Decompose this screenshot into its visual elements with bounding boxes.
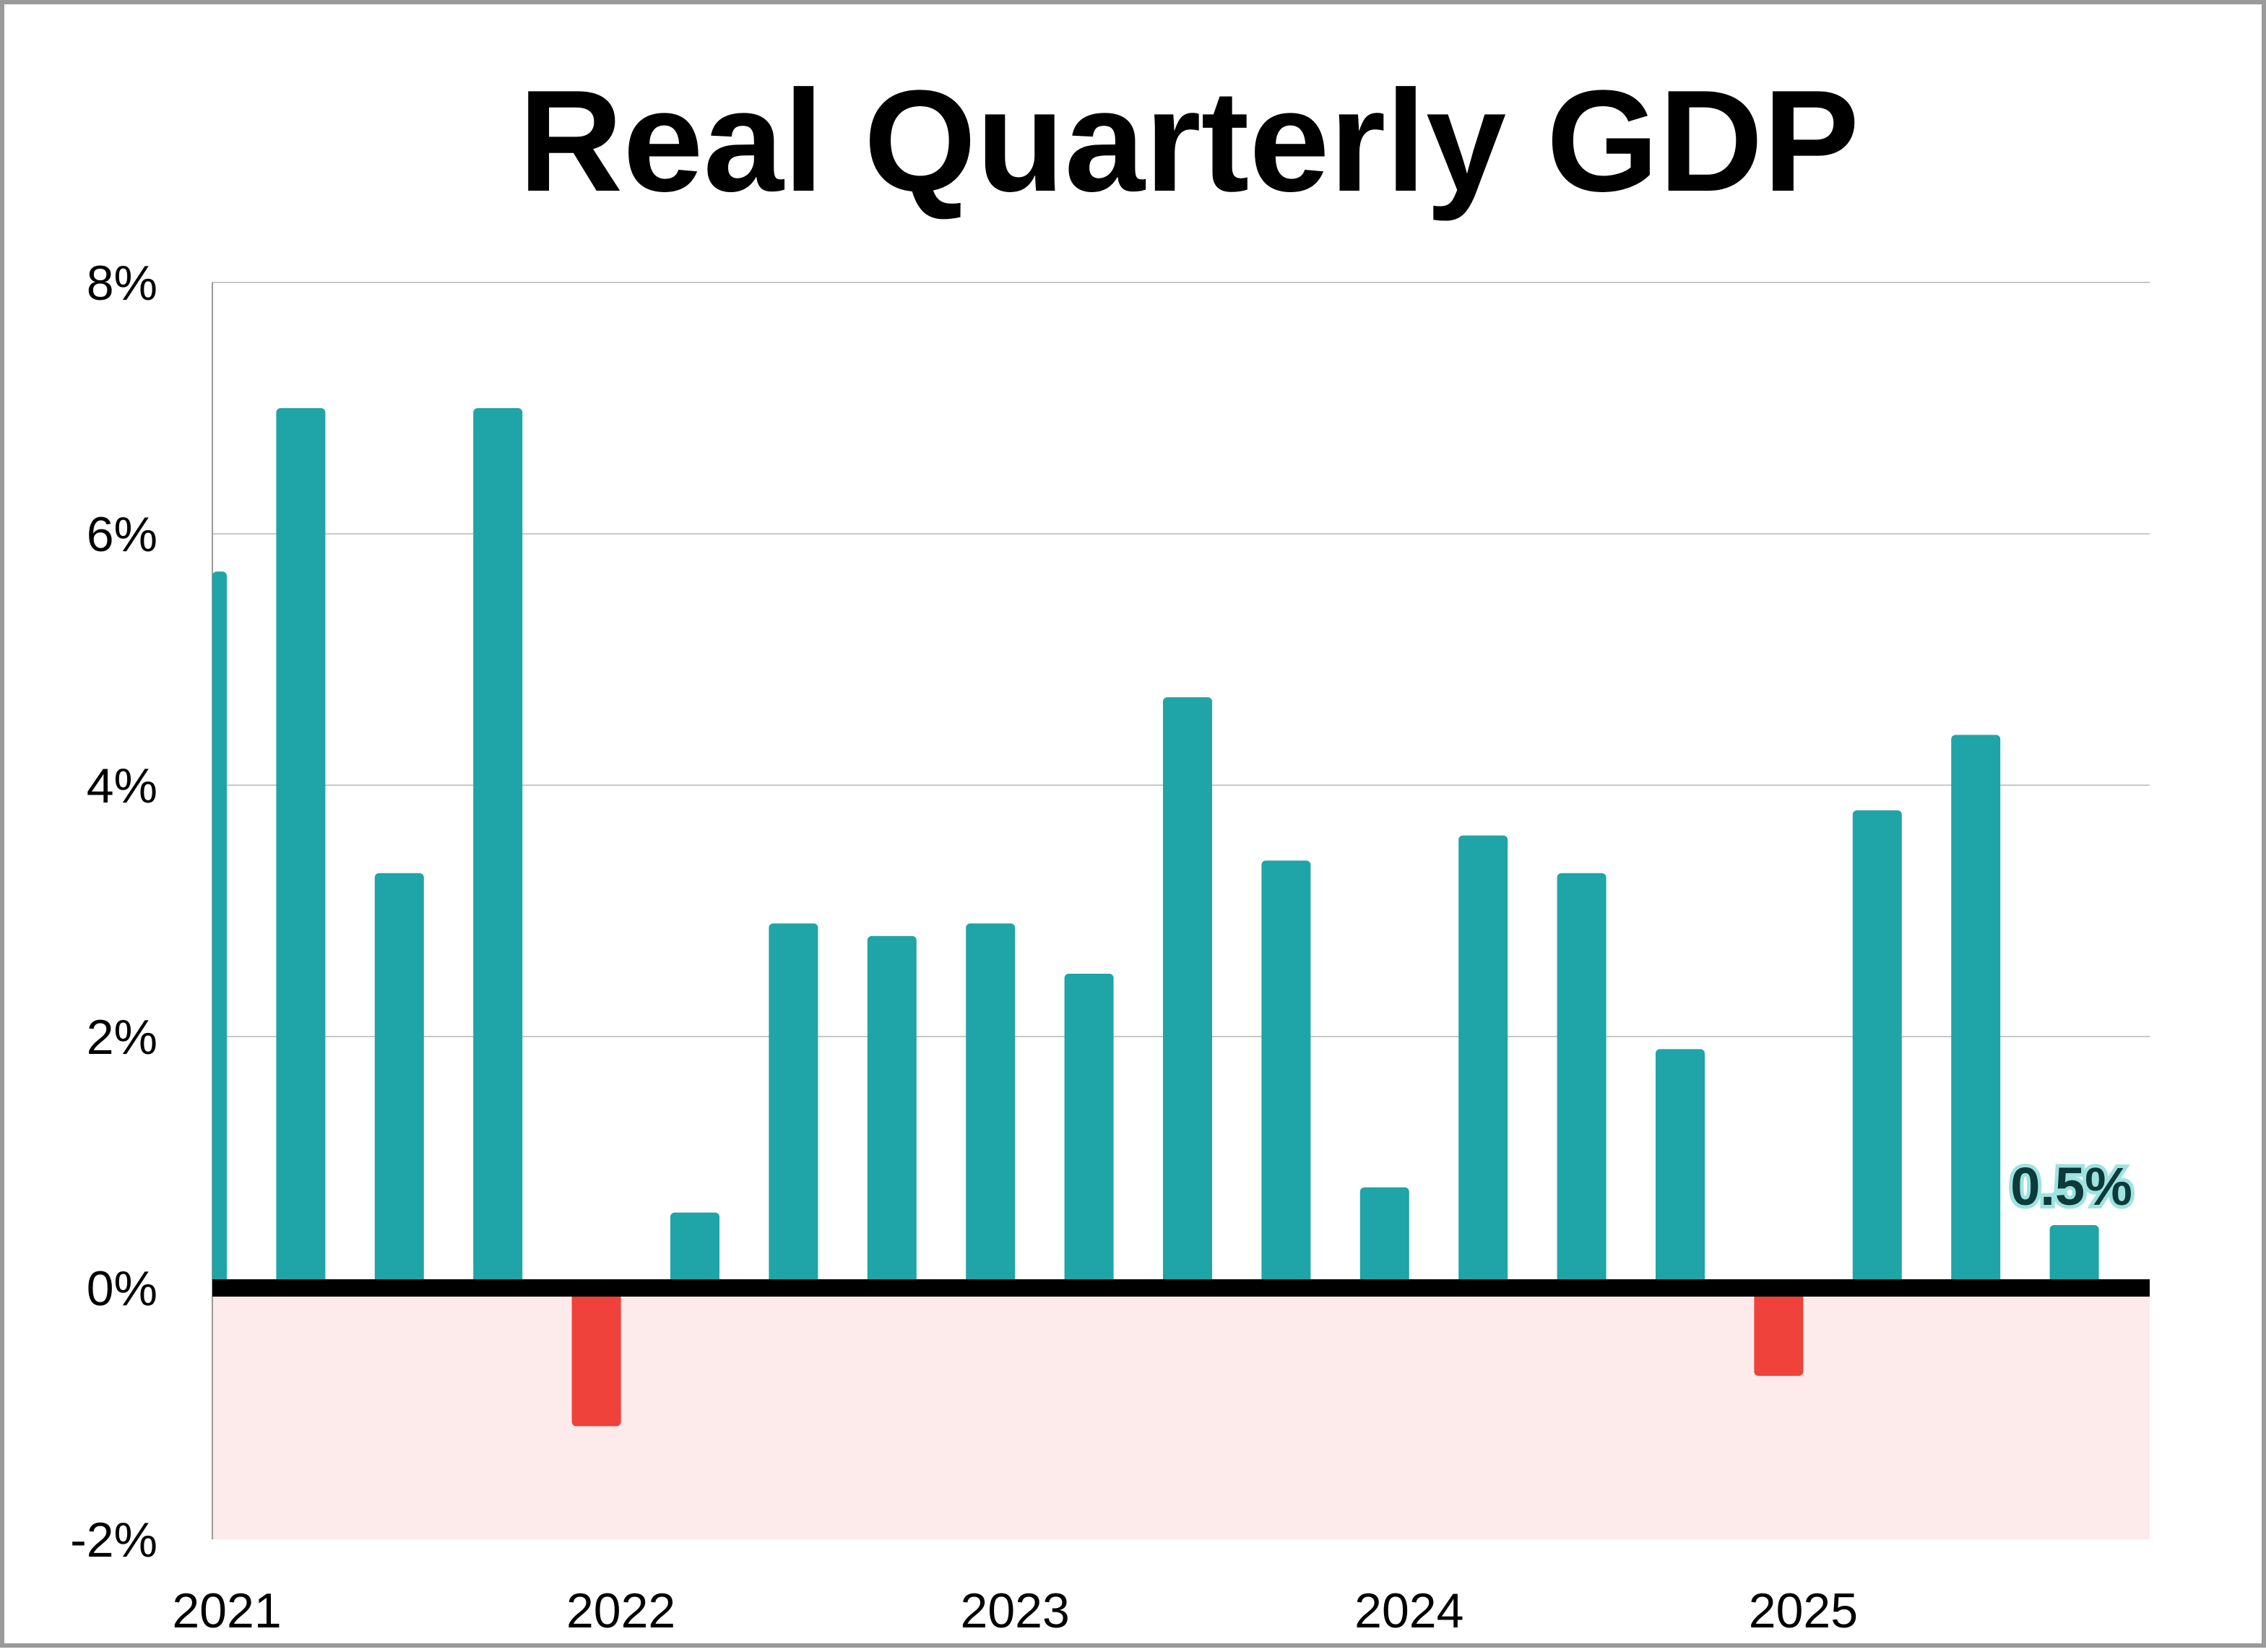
bar-2024-q3 — [1557, 873, 1606, 1288]
x-tick-label: 2024 — [1354, 1583, 1463, 1638]
bar-2022-q2 — [670, 1212, 719, 1288]
negative-region — [212, 1288, 2150, 1539]
bar-2023-q2 — [1064, 974, 1114, 1288]
chart-canvas: Real Quarterly GDP 8% 6% 4% 2% 0% -2% 2021 2022… — [70, 61, 2150, 1638]
bar-2023-q1 — [966, 923, 1016, 1288]
x-tick-label: 2025 — [1749, 1583, 1858, 1638]
x-tick-label: 2022 — [566, 1583, 675, 1638]
bar-2023-q3 — [1163, 697, 1212, 1288]
bar-2025-q3 — [1951, 735, 2001, 1288]
y-tick-label: 2% — [87, 1010, 157, 1065]
bar-2023-q4 — [1261, 860, 1311, 1288]
bar-2022-q4 — [867, 935, 917, 1288]
plot-area: 8% 6% 4% 2% 0% -2% 2021 2022 2023 2024 2025 0.5% — [70, 256, 2150, 1638]
bar-2021-q4 — [473, 408, 523, 1288]
bar-2022-q1 — [571, 1288, 621, 1427]
x-tick-label: 2023 — [961, 1583, 1070, 1638]
bar-2025-q2 — [1852, 810, 1902, 1288]
x-tick-label: 2021 — [172, 1583, 281, 1638]
data-label: 0.5% — [2010, 1156, 2132, 1216]
y-tick-label: 4% — [87, 758, 157, 813]
y-tick-label: 6% — [87, 507, 157, 562]
y-tick-label: 8% — [87, 256, 157, 311]
bar-2021-q3 — [374, 873, 424, 1288]
bar-2021-q2 — [276, 408, 326, 1288]
chart-title: Real Quarterly GDP — [519, 61, 1859, 222]
bar-2024-q1 — [1359, 1187, 1409, 1288]
bar-2022-q3 — [769, 923, 818, 1288]
y-tick-label: -2% — [70, 1513, 157, 1567]
bar-2024-q4 — [1656, 1049, 1705, 1288]
bar-2021-q1 — [212, 571, 227, 1288]
bar-2025-q4 — [2049, 1225, 2099, 1288]
bar-2024-q2 — [1458, 835, 1508, 1288]
bar-2025-q1 — [1754, 1288, 1804, 1376]
y-tick-label: 0% — [87, 1261, 157, 1316]
